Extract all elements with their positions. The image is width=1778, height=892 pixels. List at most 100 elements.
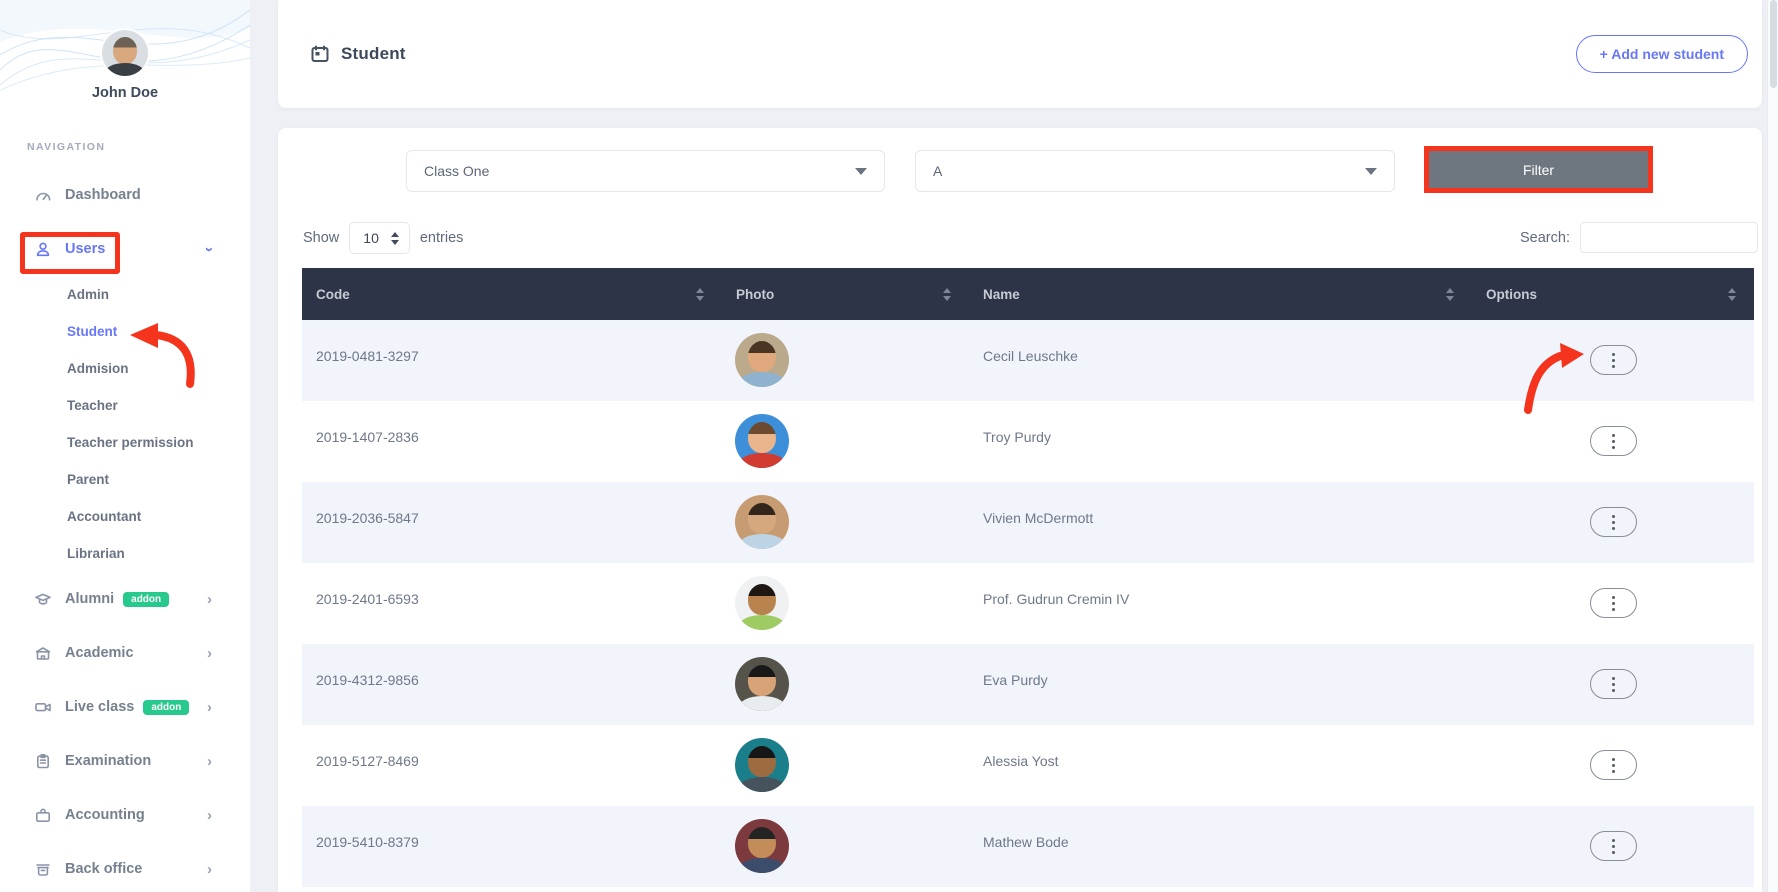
column-header-options[interactable]: Options xyxy=(1472,268,1754,320)
sidebar-subitem-librarian[interactable]: Librarian xyxy=(67,546,125,561)
student-name: Troy Purdy xyxy=(983,429,1051,445)
student-photo-cell xyxy=(722,644,969,725)
table-row: 2019-2401-6593 Prof. Gudrun Cremin IV xyxy=(302,563,1754,644)
entries-value: 10 xyxy=(363,230,379,246)
sidebar-subitem-student[interactable]: Student xyxy=(67,324,118,339)
student-list-card: Class One A Filter Show 10 entries Searc… xyxy=(278,128,1762,892)
sidebar-item-academic[interactable]: Academic › xyxy=(0,626,250,680)
students-table: Code Photo Name Options 2019 xyxy=(302,268,1754,887)
sidebar-subitem-accountant[interactable]: Accountant xyxy=(67,509,142,524)
student-code: 2019-5127-8469 xyxy=(316,753,419,769)
student-photo xyxy=(735,657,789,711)
sidebar-item-accounting[interactable]: Accounting › xyxy=(0,788,250,842)
sidebar-subitem-teacher[interactable]: Teacher xyxy=(67,398,118,413)
row-options-button[interactable] xyxy=(1590,588,1637,618)
sidebar-item-users[interactable]: Users › xyxy=(0,222,250,276)
row-options-button[interactable] xyxy=(1590,426,1637,456)
alumni-icon xyxy=(34,590,52,608)
sidebar-subitem-parent[interactable]: Parent xyxy=(67,472,110,487)
academic-icon xyxy=(34,644,52,662)
table-row: 2019-5127-8469 Alessia Yost xyxy=(302,725,1754,806)
sidebar-subitem-admision[interactable]: Admision xyxy=(67,361,129,376)
student-name: Cecil Leuschke xyxy=(983,348,1078,364)
calendar-icon xyxy=(310,44,330,64)
stepper-arrows-icon xyxy=(390,231,399,245)
user-avatar[interactable] xyxy=(102,30,148,76)
sidebar-subitem-teacher-permission[interactable]: Teacher permission xyxy=(67,435,194,450)
back-office-icon xyxy=(34,860,52,878)
sidebar-item-label: Alumni xyxy=(65,591,115,607)
student-name: Eva Purdy xyxy=(983,672,1048,688)
student-photo xyxy=(735,576,789,630)
column-header-code[interactable]: Code xyxy=(302,268,722,320)
annotation-box-filter: Filter xyxy=(1424,146,1653,193)
show-entries-control: Show 10 entries xyxy=(303,222,463,254)
student-options-cell xyxy=(1472,401,1754,482)
sidebar-subitem-admin[interactable]: Admin xyxy=(67,287,109,302)
class-select[interactable]: Class One xyxy=(406,150,885,192)
student-options-cell xyxy=(1472,563,1754,644)
student-code: 2019-0481-3297 xyxy=(316,348,419,364)
row-options-button[interactable] xyxy=(1590,345,1637,375)
scrollbar-thumb[interactable] xyxy=(1770,0,1777,88)
sort-icon xyxy=(943,287,951,301)
chevron-down-icon xyxy=(855,167,867,175)
student-photo-cell xyxy=(722,563,969,644)
row-options-button[interactable] xyxy=(1590,507,1637,537)
vertical-dots-icon xyxy=(1612,838,1615,854)
sidebar-submenu: Admin Student Admision Teacher Teacher permi… xyxy=(0,276,250,572)
sort-icon xyxy=(696,287,704,301)
chevron-icon: › xyxy=(207,590,212,608)
row-options-button[interactable] xyxy=(1590,831,1637,861)
vertical-dots-icon xyxy=(1612,595,1615,611)
column-header-name[interactable]: Name xyxy=(969,268,1472,320)
sidebar-item-label: Examination xyxy=(65,753,152,769)
addon-badge: addon xyxy=(123,591,170,607)
nav-section-label: NAVIGATION xyxy=(27,141,106,153)
sidebar-item-dashboard[interactable]: Dashboard xyxy=(0,168,250,222)
section-select[interactable]: A xyxy=(915,150,1395,192)
chevron-down-icon xyxy=(1365,167,1377,175)
student-options-cell xyxy=(1472,320,1754,401)
vertical-dots-icon xyxy=(1612,676,1615,692)
sidebar-item-alumni[interactable]: Alumni addon › xyxy=(0,572,250,626)
table-row: 2019-1407-2836 Troy Purdy xyxy=(302,401,1754,482)
search-input[interactable] xyxy=(1579,222,1758,253)
table-row: 2019-4312-9856 Eva Purdy xyxy=(302,644,1754,725)
student-code: 2019-4312-9856 xyxy=(316,672,419,688)
class-select-value: Class One xyxy=(424,163,490,179)
sidebar-item-label: Back office xyxy=(65,861,143,877)
sidebar-item-label: Academic xyxy=(65,645,134,661)
sidebar-item-examination[interactable]: Examination › xyxy=(0,734,250,788)
student-options-cell xyxy=(1472,725,1754,806)
student-name: Prof. Gudrun Cremin IV xyxy=(983,591,1130,607)
student-options-cell xyxy=(1472,482,1754,563)
vertical-dots-icon xyxy=(1612,433,1615,449)
student-photo-cell xyxy=(722,482,969,563)
sidebar-item-live-class[interactable]: Live class addon › xyxy=(0,680,250,734)
student-photo-cell xyxy=(722,320,969,401)
add-new-student-button[interactable]: + Add new student xyxy=(1575,35,1748,73)
vertical-dots-icon xyxy=(1612,352,1615,368)
main-content: Student + Add new student Class One A Fi… xyxy=(250,0,1778,892)
student-name: Vivien McDermott xyxy=(983,510,1094,526)
chevron-icon: › xyxy=(207,644,212,662)
users-icon xyxy=(34,240,52,258)
section-select-value: A xyxy=(933,163,943,179)
filter-button[interactable]: Filter xyxy=(1429,151,1648,188)
sidebar-item-back-office[interactable]: Back office › xyxy=(0,842,250,892)
sort-icon xyxy=(1446,287,1454,301)
table-row: 2019-0481-3297 Cecil Leuschke xyxy=(302,320,1754,401)
page-header-card: Student + Add new student xyxy=(278,0,1762,108)
student-photo-cell xyxy=(722,401,969,482)
chevron-icon: › xyxy=(207,806,212,824)
entries-stepper[interactable]: 10 xyxy=(349,222,410,254)
row-options-button[interactable] xyxy=(1590,669,1637,699)
student-code: 2019-1407-2836 xyxy=(316,429,419,445)
student-name: Alessia Yost xyxy=(983,753,1059,769)
sort-icon xyxy=(1728,287,1736,301)
user-name: John Doe xyxy=(91,85,159,101)
row-options-button[interactable] xyxy=(1590,750,1637,780)
column-header-photo[interactable]: Photo xyxy=(722,268,969,320)
vertical-scrollbar[interactable] xyxy=(1767,0,1778,892)
